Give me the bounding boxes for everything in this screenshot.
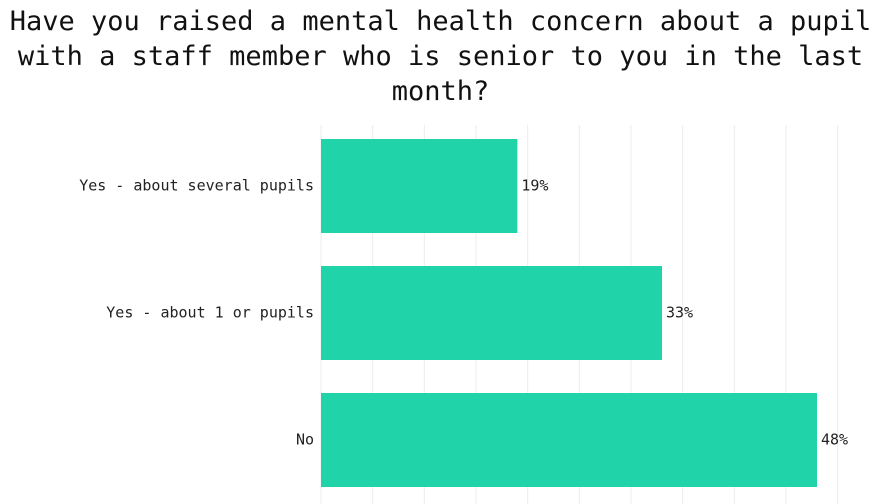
bar <box>321 393 817 487</box>
y-tick-label: Yes - about several pupils <box>79 177 314 195</box>
y-tick-label: Yes - about 1 or pupils <box>106 304 314 322</box>
value-label: 48% <box>821 431 848 449</box>
y-tick-label: No <box>296 431 314 449</box>
value-label: 19% <box>521 177 548 195</box>
value-label: 33% <box>666 304 693 322</box>
chart-title: Have you raised a mental health concern … <box>9 6 872 107</box>
bar <box>321 266 662 360</box>
bar <box>321 139 518 233</box>
